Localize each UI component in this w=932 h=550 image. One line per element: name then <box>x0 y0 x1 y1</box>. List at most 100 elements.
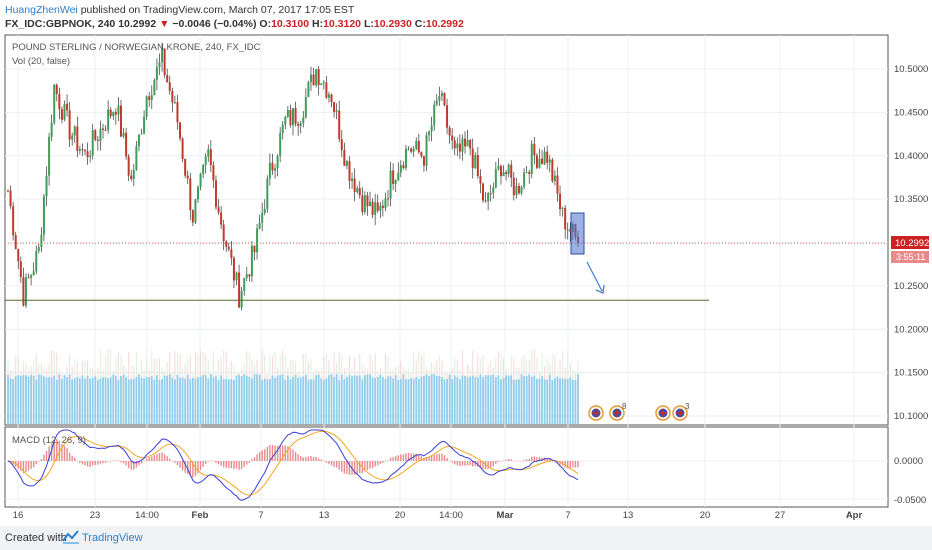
volume-bar <box>543 379 546 424</box>
macd-hist-bar <box>474 461 476 467</box>
volume-bar <box>230 379 233 424</box>
macd-hist-bar <box>269 445 271 461</box>
macd-hist-bar <box>56 439 58 461</box>
volume-bar <box>256 374 258 424</box>
volume-bar <box>410 378 413 424</box>
volume-bar <box>94 376 97 424</box>
macd-hist-bar <box>246 461 248 465</box>
volume-bar-bg <box>161 367 163 380</box>
volume-bar <box>505 375 508 424</box>
candle-body <box>243 277 246 291</box>
volume-bar-bg <box>541 353 543 376</box>
macd-hist-bar <box>569 461 571 469</box>
volume-bar-bg <box>46 369 48 378</box>
macd-hist-bar <box>428 456 430 461</box>
volume-bar <box>225 378 228 424</box>
price-axis[interactable]: 10.500010.450010.400010.350010.300010.25… <box>894 64 928 506</box>
time-tick: 14:00 <box>439 510 463 521</box>
volume-bar <box>258 374 261 424</box>
macd-hist-bar <box>187 461 189 474</box>
volume-bar <box>78 378 81 424</box>
macd-hist-bar <box>243 461 245 467</box>
volume-bar-bg <box>431 362 433 375</box>
volume-bar-bg <box>207 361 209 379</box>
volume-bar-bg <box>143 370 145 379</box>
volume-bar-bg <box>107 349 109 379</box>
volume-bar <box>204 375 207 424</box>
candle-body <box>179 122 182 139</box>
volume-bar-bg <box>513 358 515 380</box>
candle-body <box>384 198 387 209</box>
chart-area[interactable]: 83 10.500010.450010.400010.350010.300010… <box>0 0 932 526</box>
macd-hist-bar <box>443 455 446 461</box>
candle-body <box>50 122 53 137</box>
time-axis[interactable]: 16 23 14:00 Feb 7 13 20 14:00 Mar 7 13 20 27 Apr <box>13 510 863 521</box>
candle-body <box>24 277 27 306</box>
volume-bar-bg <box>402 366 404 375</box>
volume-bar-bg <box>292 360 294 377</box>
arrow-down-right-icon[interactable] <box>586 261 605 294</box>
volume-bar-bg <box>259 373 261 375</box>
macd-signal-line <box>7 430 579 496</box>
volume-bar-bg <box>79 372 81 379</box>
volume-bar <box>48 377 50 424</box>
macd-hist-bar <box>112 460 114 462</box>
candle-body <box>361 195 364 212</box>
macd-hist-bar <box>405 453 407 461</box>
volume-bar-bg <box>538 371 540 379</box>
tradingview-link[interactable]: TradingView <box>82 532 143 544</box>
volume-bar-bg <box>384 353 386 379</box>
volume-bar-bg <box>533 349 535 376</box>
candle-body <box>66 103 69 111</box>
volume-bar-bg <box>87 360 89 376</box>
candle-body <box>132 169 135 180</box>
candle-body <box>19 261 22 278</box>
macd-hist-bar <box>479 461 482 468</box>
highlight-box[interactable] <box>570 212 585 255</box>
volume-bar-bg <box>130 365 132 379</box>
macd-hist-bar <box>353 461 356 475</box>
candle-body <box>135 146 138 170</box>
macd-hist-bar <box>107 461 109 462</box>
volume-bar-bg <box>287 368 289 376</box>
candle-body <box>30 275 33 278</box>
symbol-label[interactable]: FX_IDC:GBPNOK, 240 <box>5 18 116 30</box>
volume-bar <box>423 375 425 424</box>
candle-body <box>499 165 502 177</box>
volume-bar-bg <box>20 370 22 376</box>
close-label: C: <box>414 18 426 30</box>
volume-bar-bg <box>428 368 430 377</box>
candle-body <box>502 172 505 177</box>
volume-bar <box>32 375 35 424</box>
macd-hist-bar <box>104 461 107 463</box>
volume-bar <box>353 375 356 424</box>
volume-bar <box>292 376 294 424</box>
candle-body <box>248 274 251 277</box>
time-tick: 20 <box>700 510 711 521</box>
volume-bar <box>89 378 92 424</box>
volume-bar-bg <box>246 351 248 376</box>
macd-hist-bar <box>338 461 340 470</box>
author-link[interactable]: HuangZhenWei <box>5 4 78 16</box>
macd-hist-bar <box>143 461 145 462</box>
tradingview-logo-icon[interactable] <box>62 529 80 545</box>
volume-bar-bg <box>497 351 499 376</box>
macd-hist-bar <box>364 461 366 472</box>
macd-hist-bar <box>466 461 469 466</box>
volume-bar-bg <box>105 355 107 378</box>
volume-bar-bg <box>315 367 317 376</box>
candle-body <box>458 143 461 152</box>
macd-hist-bar <box>425 457 428 461</box>
volume-bar-bg <box>408 369 410 380</box>
candle-body <box>253 245 256 253</box>
price-change: −0.0046 (−0.04%) <box>172 18 257 30</box>
macd-hist-bar <box>74 457 76 461</box>
macd-hist-bar <box>161 452 163 461</box>
macd-hist-bar <box>454 461 456 465</box>
candle-body <box>333 102 336 112</box>
candle-body <box>541 158 544 164</box>
macd-hist-bar <box>220 461 222 466</box>
macd-hist-bar <box>138 461 140 466</box>
volume-bar-bg <box>264 355 266 379</box>
